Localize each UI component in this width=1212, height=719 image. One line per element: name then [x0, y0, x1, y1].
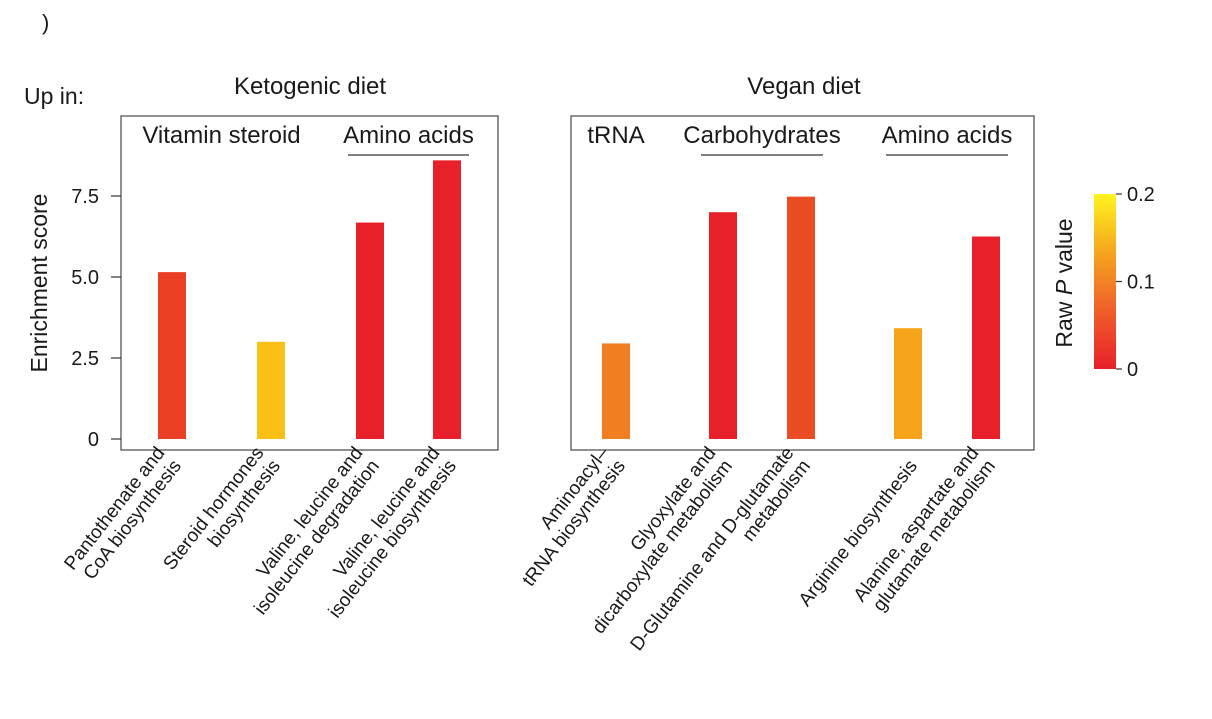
colorbar-bar — [1094, 194, 1116, 369]
y-tick-label: 7.5 — [71, 186, 99, 208]
bar — [158, 272, 186, 439]
bar — [972, 236, 1000, 439]
colorbar-label-italic: P — [1051, 279, 1077, 295]
colorbar-ticks: 0 0.1 0.2 — [1116, 184, 1155, 381]
bar — [602, 343, 630, 439]
colorbar-tick-label: 0.2 — [1127, 184, 1155, 206]
colorbar-tick-label: 0 — [1127, 359, 1138, 381]
panel-frame-vegan — [570, 115, 1035, 451]
group-label: Carbohydrates — [683, 122, 840, 149]
y-tick-label: 2.5 — [71, 348, 99, 370]
bar — [257, 341, 285, 439]
x-tick-labels: Pantothenate andCoA biosynthesisSteroid … — [60, 443, 999, 655]
colorbar-label-prefix: Raw — [1051, 295, 1077, 347]
colorbar-label: Raw P value — [1051, 218, 1077, 347]
bar — [356, 222, 384, 439]
category-groups: Vitamin steroid Amino acids tRNA Carbohydra… — [142, 122, 1013, 156]
bar — [894, 328, 922, 439]
bar — [433, 160, 461, 440]
panel-frame-ketogenic — [120, 115, 499, 451]
figure-label: ) — [42, 10, 49, 35]
group-label: Amino acids — [343, 122, 474, 149]
colorbar: 0 0.1 0.2 Raw P value — [1051, 184, 1155, 381]
y-tick-label: 0 — [88, 429, 99, 451]
bar — [709, 212, 737, 439]
x-tick-label: Aminoacyl–tRNA biosynthesis — [502, 443, 630, 591]
panel-title-ketogenic: Ketogenic diet — [234, 73, 386, 100]
panel-title-vegan: Vegan diet — [747, 73, 861, 100]
colorbar-label-suffix: value — [1051, 218, 1077, 279]
group-label: tRNA — [587, 122, 644, 149]
y-tick-label: 5.0 — [71, 267, 99, 289]
bars — [158, 160, 1000, 440]
up-in-label: Up in: — [24, 83, 84, 109]
y-axis-label: Enrichment score — [26, 194, 52, 373]
y-axis: 0 2.5 5.0 7.5 — [71, 186, 121, 451]
group-label: Amino acids — [882, 122, 1013, 149]
bar — [787, 196, 815, 439]
group-label: Vitamin steroid — [142, 122, 300, 149]
colorbar-tick-label: 0.1 — [1127, 272, 1155, 294]
